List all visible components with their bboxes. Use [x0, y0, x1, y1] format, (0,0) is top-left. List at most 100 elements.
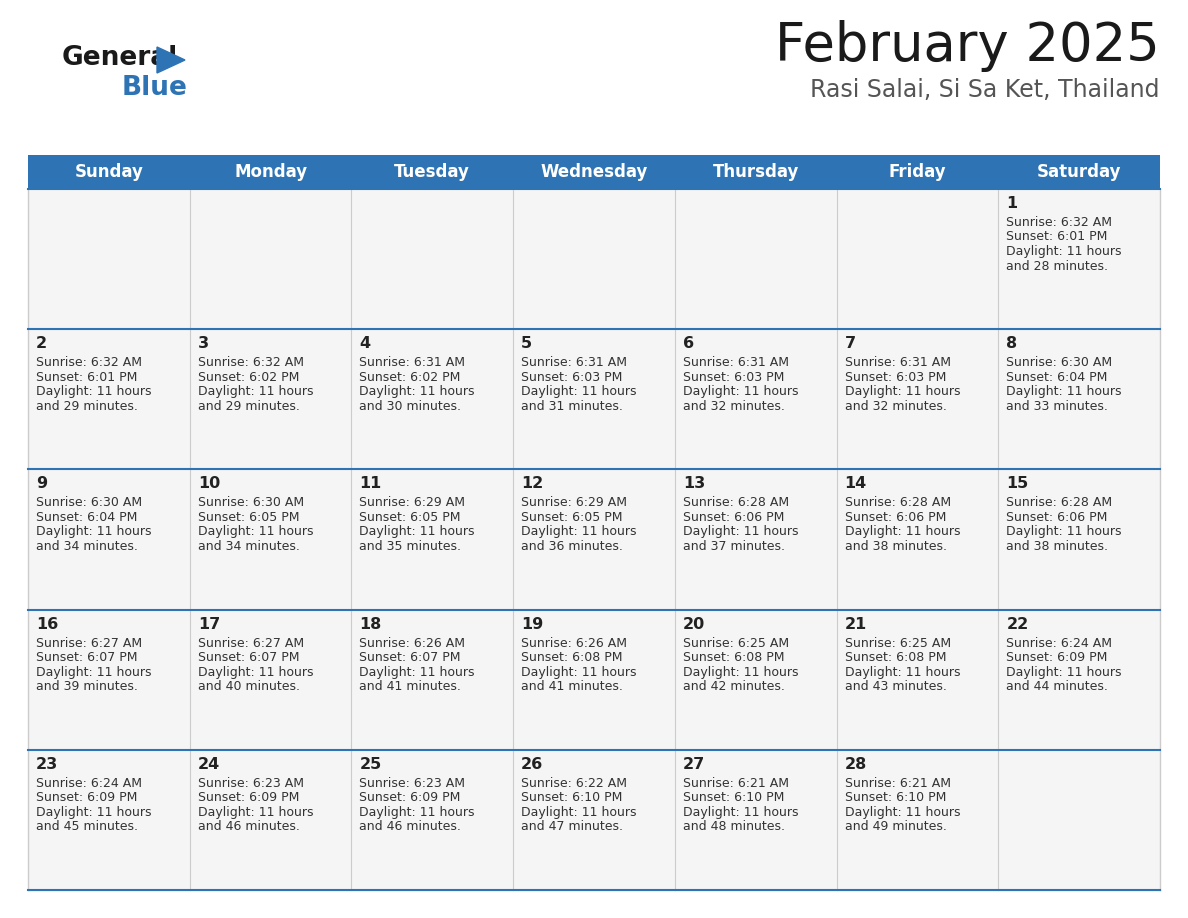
- Text: Sunset: 6:08 PM: Sunset: 6:08 PM: [522, 651, 623, 664]
- Text: Daylight: 11 hours: Daylight: 11 hours: [36, 666, 152, 678]
- Text: and 38 minutes.: and 38 minutes.: [1006, 540, 1108, 553]
- Text: 22: 22: [1006, 617, 1029, 632]
- Bar: [998, 189, 1159, 330]
- Bar: [836, 330, 998, 469]
- Text: and 33 minutes.: and 33 minutes.: [1006, 399, 1108, 413]
- Text: Sunrise: 6:26 AM: Sunrise: 6:26 AM: [360, 636, 466, 650]
- Text: Sunrise: 6:23 AM: Sunrise: 6:23 AM: [360, 777, 466, 789]
- Text: and 32 minutes.: and 32 minutes.: [845, 399, 947, 413]
- Text: Sunrise: 6:22 AM: Sunrise: 6:22 AM: [522, 777, 627, 789]
- Text: and 36 minutes.: and 36 minutes.: [522, 540, 623, 553]
- Text: Friday: Friday: [889, 163, 946, 181]
- Text: General: General: [62, 45, 178, 71]
- Text: Daylight: 11 hours: Daylight: 11 hours: [360, 806, 475, 819]
- Bar: [190, 330, 352, 469]
- Text: 27: 27: [683, 756, 706, 772]
- Text: Sunrise: 6:31 AM: Sunrise: 6:31 AM: [360, 356, 466, 369]
- Text: and 41 minutes.: and 41 minutes.: [522, 680, 623, 693]
- Text: Wednesday: Wednesday: [541, 163, 647, 181]
- Text: Sunset: 6:09 PM: Sunset: 6:09 PM: [36, 791, 138, 804]
- Bar: [190, 750, 352, 890]
- Text: Sunrise: 6:30 AM: Sunrise: 6:30 AM: [36, 497, 143, 509]
- Text: 24: 24: [197, 756, 220, 772]
- Text: Sunrise: 6:27 AM: Sunrise: 6:27 AM: [36, 636, 143, 650]
- Text: Sunrise: 6:32 AM: Sunrise: 6:32 AM: [36, 356, 143, 369]
- Text: 17: 17: [197, 617, 220, 632]
- Text: Sunset: 6:07 PM: Sunset: 6:07 PM: [360, 651, 461, 664]
- Text: Sunrise: 6:28 AM: Sunrise: 6:28 AM: [1006, 497, 1112, 509]
- Text: Daylight: 11 hours: Daylight: 11 hours: [1006, 245, 1121, 258]
- Text: and 29 minutes.: and 29 minutes.: [36, 399, 138, 413]
- Bar: [352, 750, 513, 890]
- Text: and 45 minutes.: and 45 minutes.: [36, 821, 138, 834]
- Text: Sunset: 6:02 PM: Sunset: 6:02 PM: [197, 371, 299, 384]
- Text: and 34 minutes.: and 34 minutes.: [197, 540, 299, 553]
- Text: and 30 minutes.: and 30 minutes.: [360, 399, 461, 413]
- Bar: [998, 610, 1159, 750]
- Bar: [836, 750, 998, 890]
- Text: Monday: Monday: [234, 163, 308, 181]
- Text: and 38 minutes.: and 38 minutes.: [845, 540, 947, 553]
- Text: Sunrise: 6:28 AM: Sunrise: 6:28 AM: [683, 497, 789, 509]
- Text: Thursday: Thursday: [713, 163, 798, 181]
- Text: Sunset: 6:03 PM: Sunset: 6:03 PM: [845, 371, 946, 384]
- Bar: [836, 610, 998, 750]
- Text: Sunset: 6:08 PM: Sunset: 6:08 PM: [683, 651, 784, 664]
- Text: Sunset: 6:03 PM: Sunset: 6:03 PM: [683, 371, 784, 384]
- Polygon shape: [157, 47, 185, 73]
- Text: Sunrise: 6:30 AM: Sunrise: 6:30 AM: [1006, 356, 1112, 369]
- Bar: [998, 750, 1159, 890]
- Text: Tuesday: Tuesday: [394, 163, 470, 181]
- Text: Daylight: 11 hours: Daylight: 11 hours: [1006, 386, 1121, 398]
- Text: Daylight: 11 hours: Daylight: 11 hours: [360, 386, 475, 398]
- Text: Sunset: 6:01 PM: Sunset: 6:01 PM: [1006, 230, 1107, 243]
- Bar: [675, 610, 836, 750]
- Text: Sunset: 6:04 PM: Sunset: 6:04 PM: [1006, 371, 1107, 384]
- Text: 12: 12: [522, 476, 543, 491]
- Text: Daylight: 11 hours: Daylight: 11 hours: [522, 525, 637, 538]
- Text: Sunset: 6:06 PM: Sunset: 6:06 PM: [845, 511, 946, 524]
- Bar: [29, 469, 190, 610]
- Text: and 37 minutes.: and 37 minutes.: [683, 540, 785, 553]
- Text: and 43 minutes.: and 43 minutes.: [845, 680, 947, 693]
- Text: 23: 23: [36, 756, 58, 772]
- Bar: [29, 750, 190, 890]
- Text: 10: 10: [197, 476, 220, 491]
- Text: Daylight: 11 hours: Daylight: 11 hours: [197, 525, 314, 538]
- Text: Sunrise: 6:23 AM: Sunrise: 6:23 AM: [197, 777, 304, 789]
- Text: Sunset: 6:07 PM: Sunset: 6:07 PM: [36, 651, 138, 664]
- Text: and 29 minutes.: and 29 minutes.: [197, 399, 299, 413]
- Text: Sunset: 6:07 PM: Sunset: 6:07 PM: [197, 651, 299, 664]
- Text: Sunset: 6:05 PM: Sunset: 6:05 PM: [360, 511, 461, 524]
- Text: 9: 9: [36, 476, 48, 491]
- Text: Sunset: 6:02 PM: Sunset: 6:02 PM: [360, 371, 461, 384]
- Text: Sunset: 6:09 PM: Sunset: 6:09 PM: [197, 791, 299, 804]
- Text: 19: 19: [522, 617, 543, 632]
- Text: Blue: Blue: [122, 75, 188, 101]
- Text: and 39 minutes.: and 39 minutes.: [36, 680, 138, 693]
- Text: 4: 4: [360, 336, 371, 352]
- Text: Sunset: 6:08 PM: Sunset: 6:08 PM: [845, 651, 946, 664]
- Text: Sunrise: 6:25 AM: Sunrise: 6:25 AM: [845, 636, 950, 650]
- Text: February 2025: February 2025: [776, 20, 1159, 72]
- Text: and 31 minutes.: and 31 minutes.: [522, 399, 623, 413]
- Bar: [29, 610, 190, 750]
- Text: 6: 6: [683, 336, 694, 352]
- Bar: [29, 189, 190, 330]
- Text: Sunday: Sunday: [75, 163, 144, 181]
- Text: Sunrise: 6:30 AM: Sunrise: 6:30 AM: [197, 497, 304, 509]
- Text: Daylight: 11 hours: Daylight: 11 hours: [522, 666, 637, 678]
- Text: Sunrise: 6:24 AM: Sunrise: 6:24 AM: [36, 777, 143, 789]
- Bar: [836, 469, 998, 610]
- Bar: [998, 330, 1159, 469]
- Text: Sunrise: 6:26 AM: Sunrise: 6:26 AM: [522, 636, 627, 650]
- Text: and 49 minutes.: and 49 minutes.: [845, 821, 947, 834]
- Text: Sunset: 6:10 PM: Sunset: 6:10 PM: [845, 791, 946, 804]
- Bar: [675, 330, 836, 469]
- Text: 5: 5: [522, 336, 532, 352]
- Text: Daylight: 11 hours: Daylight: 11 hours: [36, 525, 152, 538]
- Text: Daylight: 11 hours: Daylight: 11 hours: [1006, 666, 1121, 678]
- Text: and 34 minutes.: and 34 minutes.: [36, 540, 138, 553]
- Text: Sunset: 6:06 PM: Sunset: 6:06 PM: [1006, 511, 1107, 524]
- Text: Sunrise: 6:29 AM: Sunrise: 6:29 AM: [360, 497, 466, 509]
